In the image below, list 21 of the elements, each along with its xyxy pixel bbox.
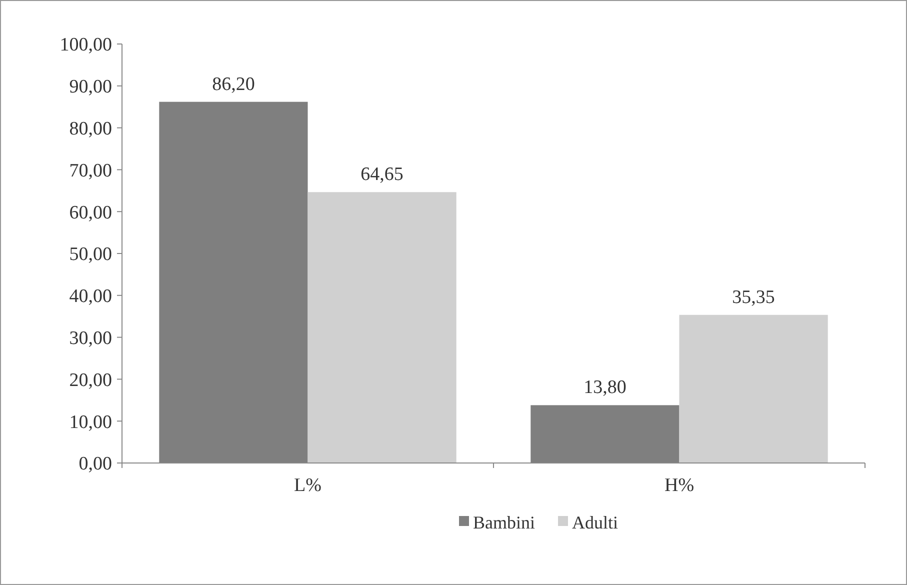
x-tick-label: H% <box>664 475 694 496</box>
y-tick-label: 80,00 <box>69 118 112 140</box>
legend-label: Adulti <box>572 512 618 532</box>
data-label: 86,20 <box>212 74 255 95</box>
y-tick-label: 70,00 <box>69 160 112 182</box>
data-label: 13,80 <box>584 377 626 398</box>
y-tick-label: 0,00 <box>78 454 112 475</box>
data-label: 64,65 <box>360 164 404 186</box>
bar <box>308 192 456 463</box>
y-tick-label: 100,00 <box>60 34 112 56</box>
data-label: 35,35 <box>732 286 775 308</box>
legend-label: Bambini <box>473 512 535 532</box>
y-tick-label: 50,00 <box>69 244 112 266</box>
y-tick-label: 10,00 <box>69 412 112 433</box>
bar <box>679 314 828 463</box>
y-tick-label: 30,00 <box>69 328 112 349</box>
x-tick-label: L% <box>294 475 322 496</box>
y-tick-label: 20,00 <box>69 370 112 391</box>
y-tick-label: 60,00 <box>69 202 112 224</box>
y-tick-label: 90,00 <box>69 76 112 98</box>
y-tick-label: 40,00 <box>69 286 112 308</box>
